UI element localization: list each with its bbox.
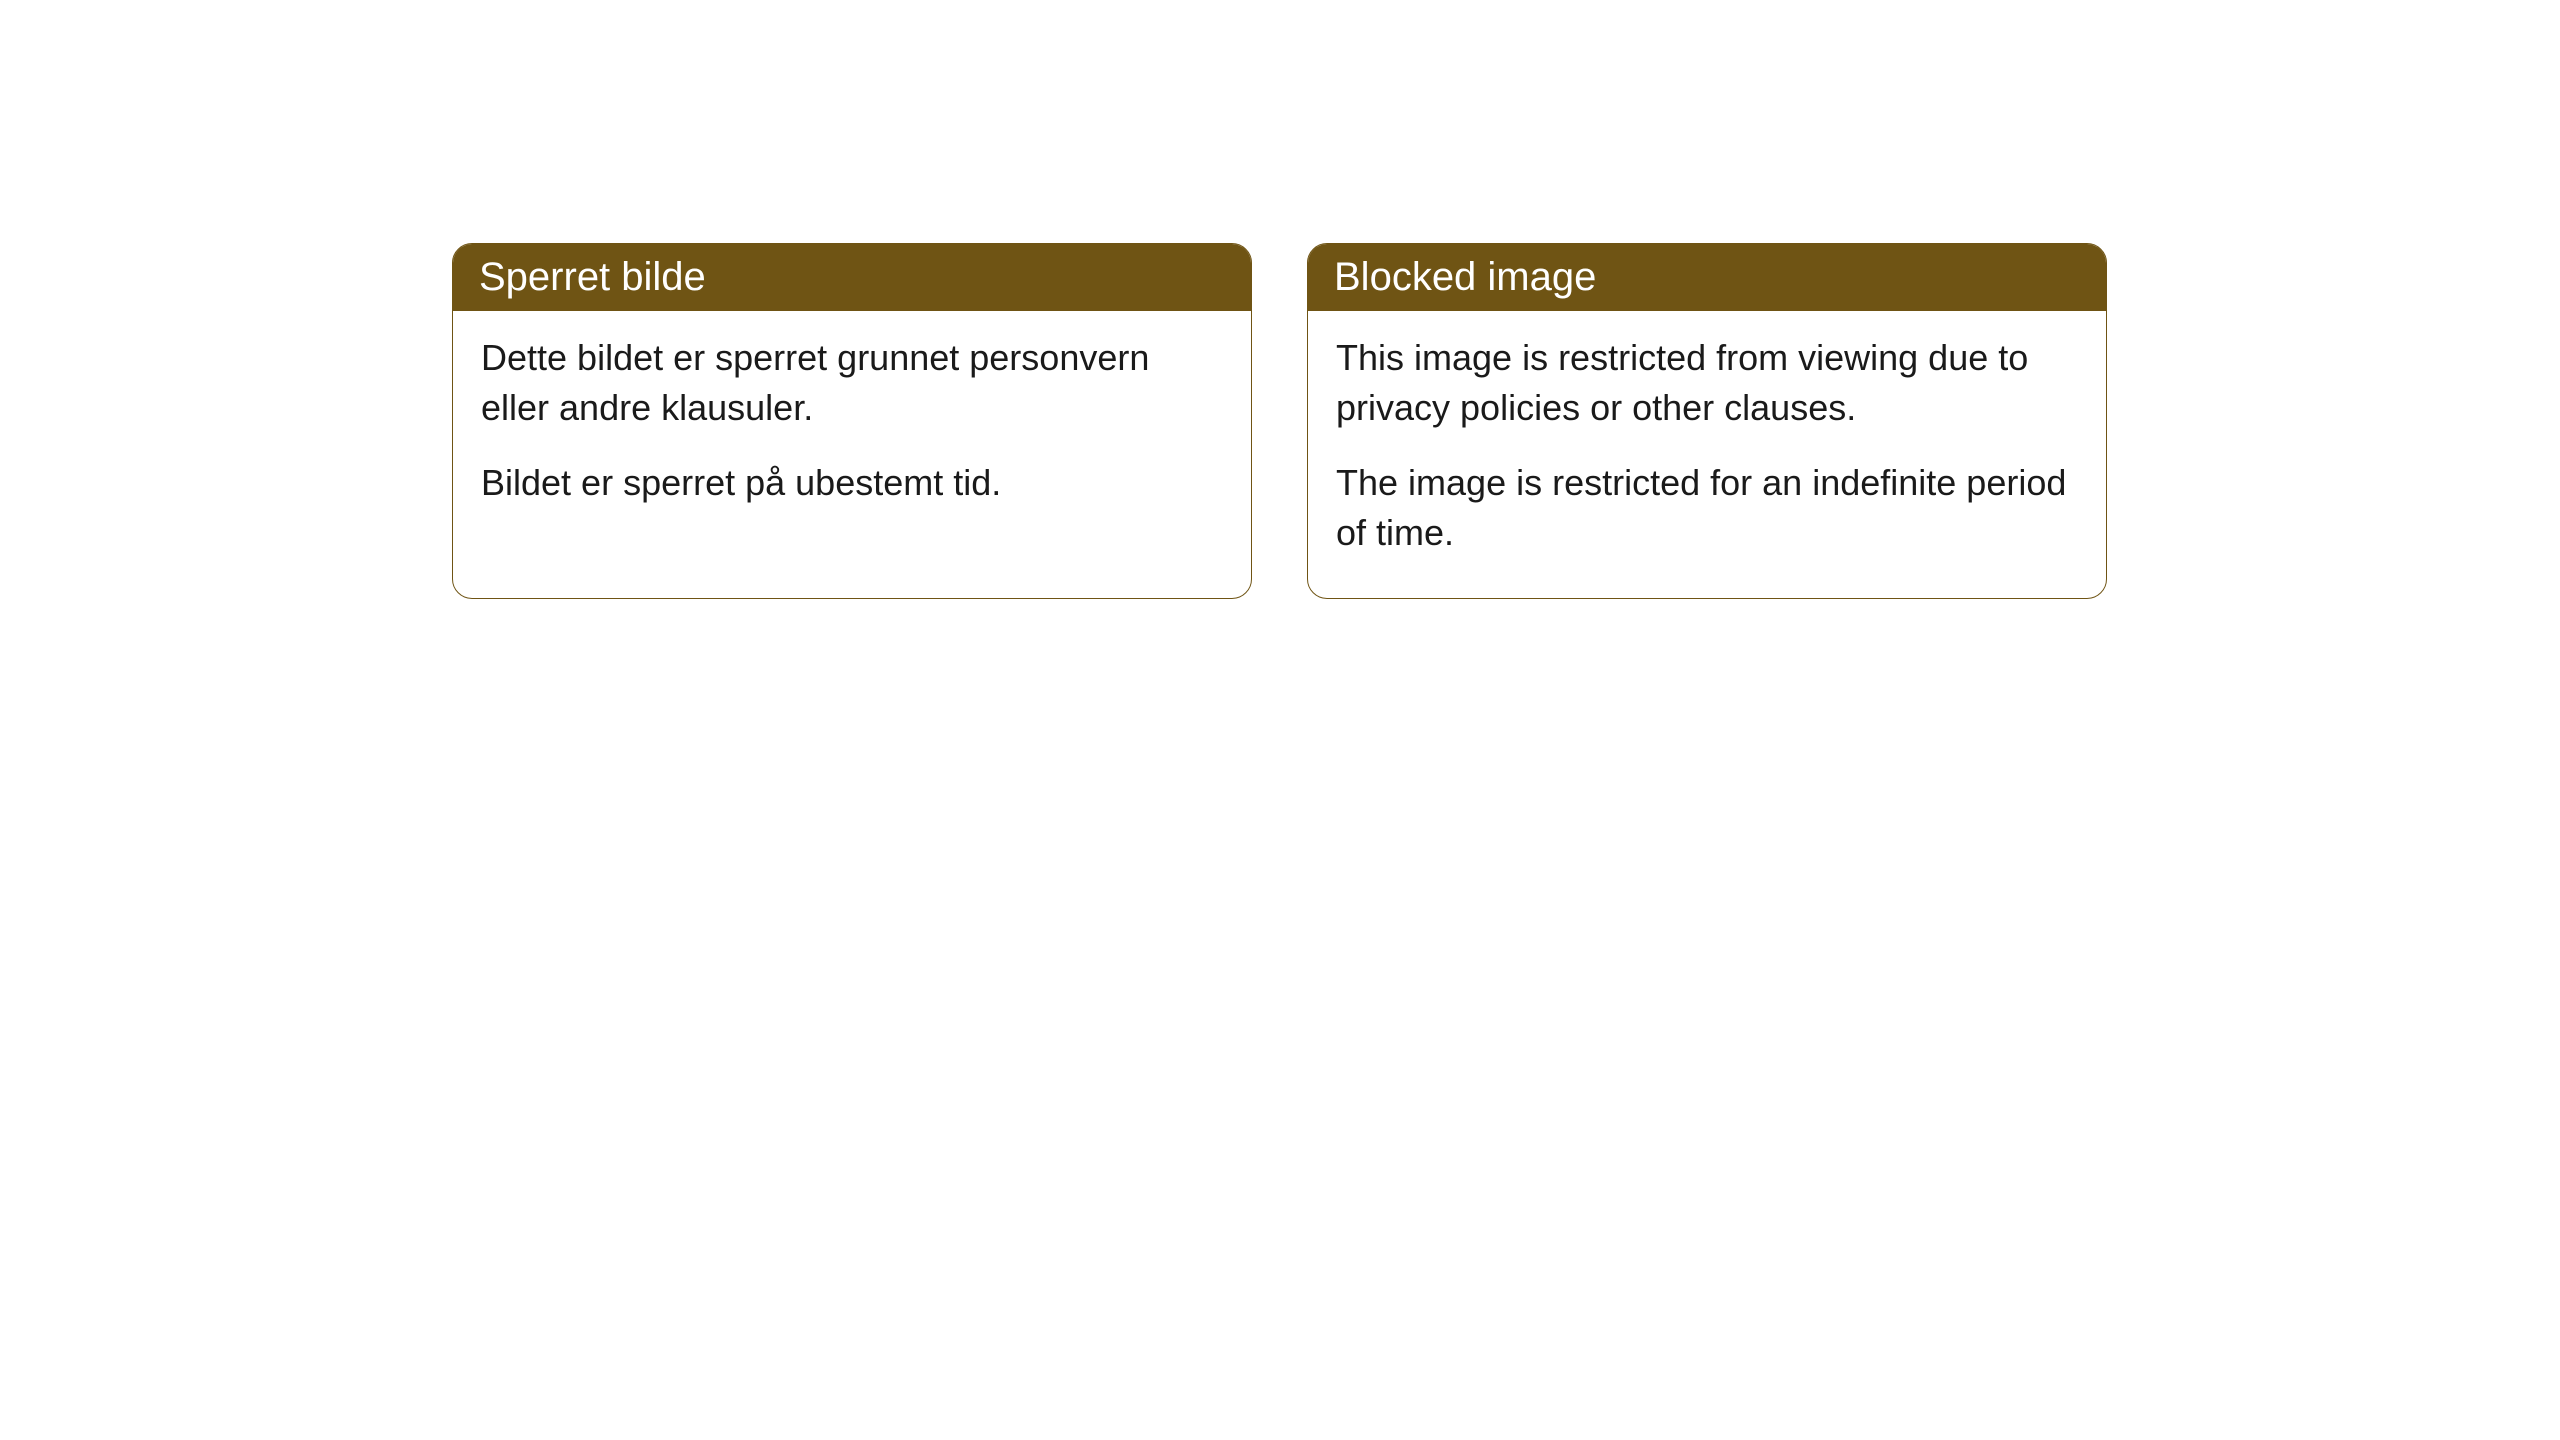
card-header: Blocked image: [1308, 244, 2106, 311]
notice-card-norwegian: Sperret bilde Dette bildet er sperret gr…: [452, 243, 1252, 599]
card-body: Dette bildet er sperret grunnet personve…: [453, 311, 1251, 548]
card-title: Blocked image: [1334, 255, 1596, 299]
notice-card-english: Blocked image This image is restricted f…: [1307, 243, 2107, 599]
card-title: Sperret bilde: [479, 255, 706, 299]
card-paragraph: The image is restricted for an indefinit…: [1336, 458, 2078, 557]
card-paragraph: This image is restricted from viewing du…: [1336, 333, 2078, 432]
card-body: This image is restricted from viewing du…: [1308, 311, 2106, 598]
card-header: Sperret bilde: [453, 244, 1251, 311]
card-paragraph: Dette bildet er sperret grunnet personve…: [481, 333, 1223, 432]
card-paragraph: Bildet er sperret på ubestemt tid.: [481, 458, 1223, 508]
notice-cards-container: Sperret bilde Dette bildet er sperret gr…: [452, 243, 2107, 599]
